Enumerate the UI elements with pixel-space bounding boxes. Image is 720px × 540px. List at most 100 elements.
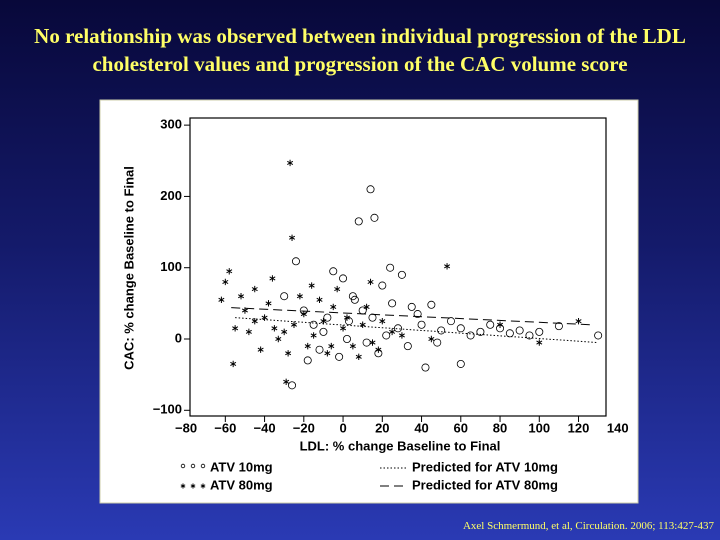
point: [369, 339, 376, 346]
y-tick-label: 200: [160, 188, 182, 203]
point: [251, 317, 258, 325]
point: [291, 257, 300, 266]
point: [575, 317, 582, 325]
point: [265, 300, 272, 307]
x-tick-label: 20: [375, 420, 389, 435]
slide-title: No relationship was observed between ind…: [34, 24, 686, 76]
point: [245, 328, 252, 336]
point: [379, 317, 386, 325]
x-tick-label: 100: [528, 420, 550, 435]
point: [393, 324, 402, 333]
point: [269, 275, 276, 282]
point: [218, 296, 225, 303]
point: [289, 234, 296, 241]
point: [310, 332, 317, 339]
point: [403, 342, 412, 351]
point: [554, 322, 563, 331]
point: [370, 213, 379, 222]
point: [355, 353, 362, 361]
point: [315, 345, 324, 354]
point: [343, 314, 351, 321]
y-tick-label: 0: [175, 330, 182, 345]
predicted-line: [231, 307, 591, 326]
x-tick-label: 140: [607, 420, 629, 435]
point: [281, 328, 288, 336]
point: [505, 329, 514, 338]
point: [594, 331, 603, 340]
legend-swatch: [200, 463, 206, 469]
point: [261, 314, 268, 321]
point: [349, 342, 356, 350]
y-axis-label: CAC: % change Baseline to Final: [121, 166, 136, 370]
x-tick-label: 120: [568, 420, 590, 435]
x-tick-label: −20: [293, 420, 315, 435]
point: [366, 185, 375, 194]
point: [335, 352, 344, 361]
legend-swatch: [190, 483, 196, 489]
x-tick-label: 80: [493, 420, 507, 435]
point: [382, 331, 391, 340]
predicted-line: [235, 317, 599, 344]
point: [257, 346, 264, 353]
point: [433, 338, 442, 347]
point: [515, 326, 524, 335]
point: [344, 317, 353, 326]
x-tick-label: 60: [454, 420, 468, 435]
point: [363, 303, 370, 311]
legend-label: ATV 80mg: [210, 477, 273, 492]
point: [386, 263, 395, 272]
x-axis-label: LDL: % change Baseline to Final: [300, 438, 501, 453]
plot-frame: [189, 117, 607, 417]
legend-swatch: [180, 463, 186, 469]
point: [525, 331, 534, 340]
point: [316, 296, 323, 303]
citation: Axel Schmermund, et al, Circulation. 200…: [462, 520, 714, 532]
legend-swatch: [180, 483, 186, 489]
point: [456, 359, 465, 368]
x-tick-label: −40: [254, 420, 276, 435]
point: [340, 325, 347, 332]
point: [330, 303, 337, 311]
point: [378, 281, 387, 290]
point: [342, 335, 351, 344]
point: [222, 278, 229, 286]
point: [323, 313, 332, 322]
point: [407, 302, 416, 311]
point: [466, 331, 475, 340]
point: [308, 282, 315, 289]
point: [486, 320, 495, 329]
point: [232, 325, 239, 332]
point: [280, 292, 289, 301]
point: [350, 295, 359, 304]
point: [287, 159, 294, 167]
point: [300, 310, 307, 318]
x-tick-label: 40: [414, 420, 428, 435]
point: [456, 324, 465, 333]
point: [421, 363, 430, 372]
point: [398, 332, 405, 339]
point: [271, 325, 278, 332]
point: [226, 268, 233, 275]
point: [328, 342, 335, 350]
y-tick-label: 100: [160, 259, 182, 274]
x-tick-label: −60: [214, 420, 236, 435]
point: [444, 263, 451, 270]
x-tick-label: −80: [175, 420, 197, 435]
point: [497, 321, 504, 328]
point: [275, 335, 282, 343]
y-tick-label: −100: [153, 402, 182, 417]
point: [428, 335, 435, 343]
point: [389, 328, 396, 336]
point: [296, 293, 303, 300]
point: [237, 293, 245, 300]
legend-swatch: [190, 463, 196, 469]
point: [251, 285, 258, 293]
point: [334, 285, 341, 293]
point: [397, 270, 406, 279]
point: [339, 274, 348, 283]
point: [427, 300, 436, 309]
y-tick-label: 300: [160, 117, 182, 132]
point: [446, 317, 455, 326]
point: [359, 321, 366, 328]
